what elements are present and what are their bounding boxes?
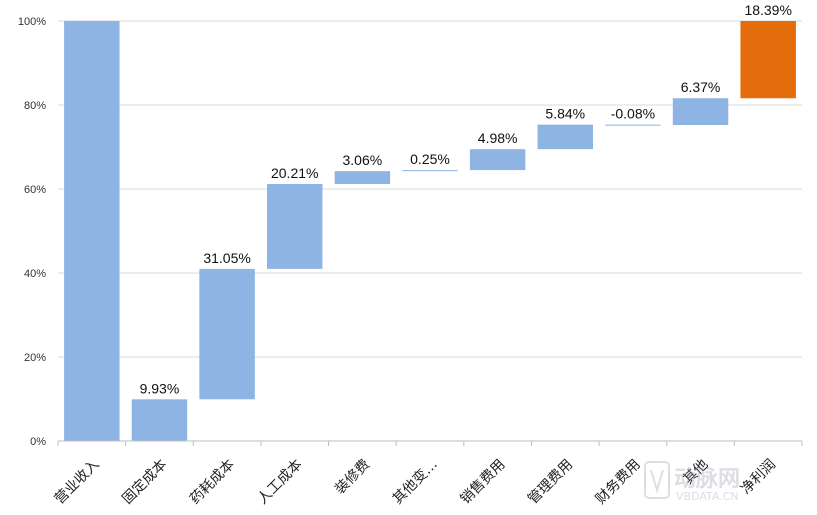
data-label: 3.06% <box>343 152 383 168</box>
watermark-subtext: VBDATA.CN <box>676 490 739 503</box>
data-label: 5.84% <box>545 106 585 122</box>
bar <box>64 21 120 441</box>
bar <box>605 124 661 126</box>
gridlines <box>58 20 802 358</box>
x-tick-label: 财务费用 <box>593 457 644 508</box>
y-tick-label: 80% <box>24 100 46 112</box>
bar <box>334 171 391 185</box>
y-tick-label: 0% <box>30 436 46 448</box>
x-tick-label: 其他变… <box>390 457 441 508</box>
bar <box>402 170 458 172</box>
data-label: 4.98% <box>478 130 518 146</box>
bar <box>266 184 323 269</box>
bar <box>672 98 729 125</box>
data-label: 18.39% <box>744 2 791 18</box>
x-axis <box>57 440 803 446</box>
bar <box>537 124 594 150</box>
data-label: 20.21% <box>271 165 318 181</box>
x-tick-label: 药耗成本 <box>187 457 238 508</box>
watermark-text: 动脉网 <box>674 467 740 492</box>
x-tick-label: 装修费 <box>332 457 373 498</box>
x-tick-label: 管理费用 <box>525 457 576 508</box>
x-tick-label: 营业收入 <box>52 457 103 508</box>
y-tick-label: 60% <box>24 184 46 196</box>
y-axis-ticks: 0% 20% 40% 60% 80% 100% <box>18 16 46 448</box>
x-tick-label: 净利润 <box>738 457 779 498</box>
x-tick-label: 固定成本 <box>119 457 170 508</box>
bar <box>469 149 526 171</box>
y-tick-label: 40% <box>24 268 46 280</box>
x-tick-label: 销售费用 <box>458 457 509 508</box>
y-tick-label: 100% <box>18 16 46 28</box>
data-labels: 9.93% 31.05% 20.21% 3.06% 0.25% 4.98% 5.84% -0.… <box>140 2 792 396</box>
bar <box>740 21 796 99</box>
bar <box>131 399 188 441</box>
data-label: 0.25% <box>410 151 450 167</box>
data-label: -0.08% <box>611 106 655 122</box>
bar <box>199 268 255 400</box>
bars <box>64 21 796 441</box>
data-label: 9.93% <box>140 380 180 396</box>
x-tick-label: 人工成本 <box>255 457 306 508</box>
y-tick-label: 20% <box>24 352 46 364</box>
data-label: 6.37% <box>681 79 721 95</box>
watermark-logo: 动脉网 VBDATA.CN <box>644 461 740 503</box>
data-label: 31.05% <box>203 250 250 266</box>
